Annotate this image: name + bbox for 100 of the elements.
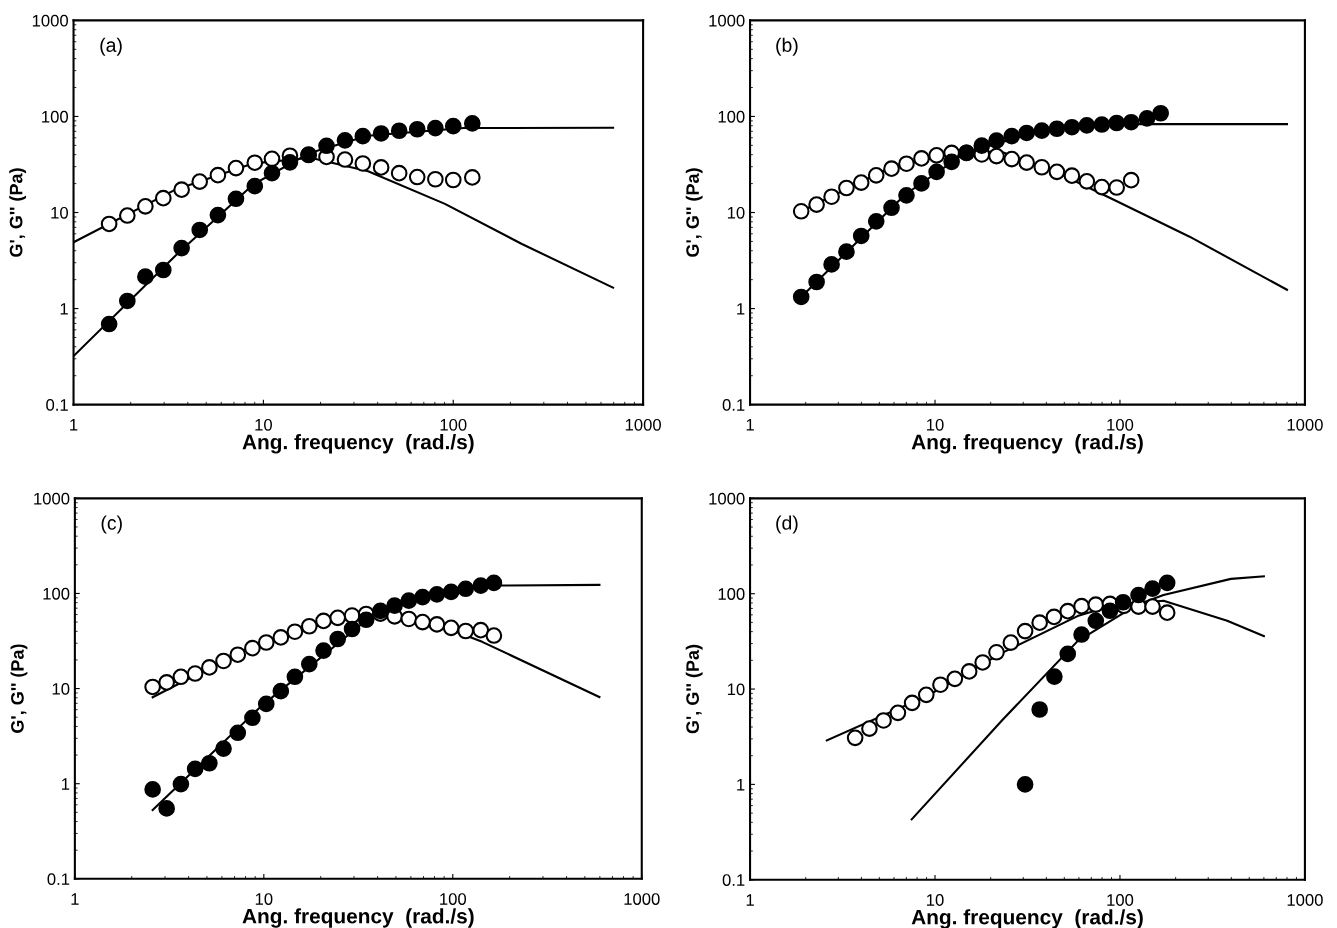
point xyxy=(1063,167,1081,184)
y-tick-label: 1000 xyxy=(709,14,745,27)
point xyxy=(457,580,475,598)
point xyxy=(913,175,930,192)
point xyxy=(244,709,261,727)
x-tick-label: 1000 xyxy=(624,893,660,905)
point xyxy=(917,686,935,704)
point xyxy=(485,627,503,644)
point xyxy=(444,117,462,135)
point xyxy=(119,292,136,310)
point xyxy=(336,151,354,168)
point xyxy=(1048,120,1066,138)
y-tick-label: 1000 xyxy=(34,492,70,505)
y-axis-title: G', G'' (Pa) xyxy=(9,168,27,257)
point xyxy=(1087,596,1105,613)
point xyxy=(861,720,878,737)
point xyxy=(186,665,204,682)
point xyxy=(172,775,190,793)
y-axis-title: G', G'' (Pa) xyxy=(685,168,703,257)
point xyxy=(442,583,460,601)
x-axis-title: Ang. frequency (rad./s) xyxy=(911,434,1143,454)
x-tick-label: 1 xyxy=(746,419,754,431)
point xyxy=(838,179,855,197)
point xyxy=(229,724,247,742)
point xyxy=(281,154,299,171)
y-tick-label: 1 xyxy=(737,303,745,315)
point xyxy=(1031,614,1048,631)
point xyxy=(215,652,232,670)
point xyxy=(215,740,232,757)
point xyxy=(263,150,281,168)
y-tick-label: 100 xyxy=(43,587,70,600)
point xyxy=(172,668,190,686)
point xyxy=(227,190,245,208)
point xyxy=(1078,116,1096,134)
x-tick-label: 1000 xyxy=(1287,418,1323,431)
point xyxy=(852,227,870,245)
point xyxy=(846,729,864,747)
y-tick-label: 1 xyxy=(60,303,68,315)
point xyxy=(988,643,1005,661)
point xyxy=(137,198,154,215)
point xyxy=(1003,127,1021,145)
point xyxy=(158,800,175,817)
y-tick-label: 10 xyxy=(51,206,69,219)
point xyxy=(372,125,390,142)
point xyxy=(329,630,347,648)
point xyxy=(257,695,275,713)
point xyxy=(315,642,332,659)
point xyxy=(263,164,281,182)
point xyxy=(867,212,885,230)
point xyxy=(1018,154,1035,171)
point xyxy=(485,574,503,592)
point xyxy=(408,120,426,138)
point xyxy=(823,188,840,206)
point xyxy=(883,199,900,217)
point xyxy=(1002,634,1020,651)
y-tick-label: 10 xyxy=(52,682,70,695)
point xyxy=(272,682,290,700)
point xyxy=(1158,604,1176,622)
point xyxy=(400,592,418,609)
point xyxy=(386,597,403,614)
x-tick-label: 100 xyxy=(440,418,467,431)
point xyxy=(354,127,372,145)
point xyxy=(137,268,154,285)
point xyxy=(889,704,907,722)
point xyxy=(354,155,372,172)
y-tick-label: 10 xyxy=(727,206,745,219)
point xyxy=(1003,150,1021,168)
point xyxy=(1093,116,1111,133)
x-tick-label: 100 xyxy=(1107,894,1134,906)
point xyxy=(974,654,991,671)
point xyxy=(427,119,444,137)
point xyxy=(457,622,475,640)
point xyxy=(1122,171,1140,189)
point xyxy=(928,146,945,164)
point xyxy=(1108,114,1126,132)
point xyxy=(272,629,290,646)
point xyxy=(463,115,481,132)
point xyxy=(1063,118,1081,136)
point xyxy=(946,670,964,688)
annotation: (d) xyxy=(776,515,798,534)
y-tick-label: 1000 xyxy=(709,492,745,505)
point xyxy=(246,177,264,195)
point xyxy=(154,189,172,207)
point xyxy=(444,171,462,189)
point xyxy=(1018,124,1035,142)
point xyxy=(229,646,247,664)
x-tick-label: 100 xyxy=(440,893,467,905)
point xyxy=(1033,122,1051,140)
point xyxy=(1073,597,1090,615)
point xyxy=(1108,179,1126,196)
point xyxy=(201,754,218,772)
point xyxy=(173,239,190,257)
point xyxy=(898,155,915,173)
y-tick-label: 100 xyxy=(718,588,745,600)
y-axis-title: G', G'' (Pa) xyxy=(685,644,703,734)
point xyxy=(372,159,390,176)
point xyxy=(343,620,361,638)
point xyxy=(988,147,1005,165)
point xyxy=(960,663,978,680)
point xyxy=(883,160,900,177)
